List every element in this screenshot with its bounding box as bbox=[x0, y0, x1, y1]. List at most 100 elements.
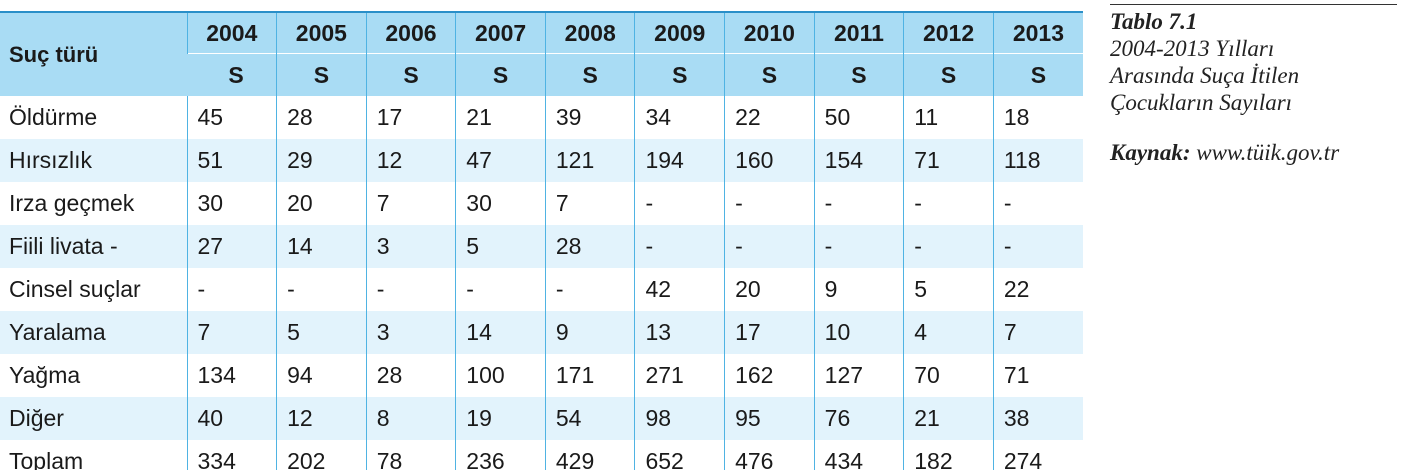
cell: - bbox=[813, 225, 904, 268]
cell: 78 bbox=[365, 440, 456, 470]
cell: 171 bbox=[544, 354, 635, 397]
cell: 34 bbox=[634, 96, 725, 139]
cell: 8 bbox=[365, 397, 456, 440]
cell: 28 bbox=[365, 354, 456, 397]
table-row: Yaralama 7 5 3 14 9 13 17 10 4 7 bbox=[0, 311, 1083, 354]
cell: 274 bbox=[992, 440, 1083, 470]
cell: 17 bbox=[724, 311, 815, 354]
cell: 182 bbox=[903, 440, 994, 470]
cell: 76 bbox=[813, 397, 904, 440]
row-label: Yağma bbox=[9, 362, 81, 388]
cell: 11 bbox=[903, 96, 994, 139]
cell: 71 bbox=[903, 139, 994, 182]
caption-title: Tablo 7.1 bbox=[1110, 9, 1198, 34]
cell: 429 bbox=[544, 440, 635, 470]
table-header: Suç türü 2004 2005 2006 2007 2008 2009 2010 2011… bbox=[0, 11, 1083, 96]
cell: - bbox=[276, 268, 367, 311]
cell: 127 bbox=[813, 354, 904, 397]
crime-table: Suç türü 2004 2005 2006 2007 2008 2009 2010 2011… bbox=[0, 11, 1083, 470]
cell: 30 bbox=[455, 182, 546, 225]
table-row: Fiili livata -27 14 3 5 28- - - - - bbox=[0, 225, 1083, 268]
cell: 652 bbox=[634, 440, 725, 470]
year-header: 2007 bbox=[455, 11, 546, 54]
cell: 30 bbox=[186, 182, 277, 225]
sub-header: S bbox=[187, 53, 277, 96]
cell: 334 bbox=[186, 440, 277, 470]
source-url: www.tüik.gov.tr bbox=[1196, 140, 1340, 165]
row-label: Diğer bbox=[0, 397, 187, 440]
cell: 9 bbox=[813, 268, 904, 311]
table-row: Yağma 134 94 28 100 171 271 162 127 70 71 bbox=[0, 354, 1083, 397]
cell: 100 bbox=[455, 354, 546, 397]
cell: 14 bbox=[455, 311, 546, 354]
table-row: Cinsel suçlar - - - - -42 20 9 5 22 bbox=[0, 268, 1083, 311]
cell: 236 bbox=[455, 440, 546, 470]
cell: 28 bbox=[276, 96, 367, 139]
year-header: 2010 bbox=[724, 11, 815, 54]
caption-line: Çocukların Sayıları bbox=[1110, 90, 1293, 115]
cell: 7 bbox=[544, 182, 635, 225]
cell: - bbox=[813, 182, 904, 225]
year-header: 2012 bbox=[903, 11, 994, 54]
cell: 194 bbox=[634, 139, 725, 182]
cell: 10 bbox=[813, 311, 904, 354]
cell: 9 bbox=[544, 311, 635, 354]
cell: 5 bbox=[276, 311, 367, 354]
sub-header: S bbox=[455, 53, 546, 96]
cell: 14 bbox=[276, 225, 367, 268]
header-label: Suç türü bbox=[0, 11, 187, 96]
cell: 13 bbox=[634, 311, 725, 354]
table-row: Diğer 40 12 8 19 54 98 95 76 21 38 bbox=[0, 397, 1083, 440]
cell: 18 bbox=[992, 96, 1083, 139]
cell: 22 bbox=[724, 96, 815, 139]
cell: 202 bbox=[276, 440, 367, 470]
cell: - bbox=[634, 182, 725, 225]
table-body: Öldürme 45 28 17 21 39 34 22 50 11 18 Hırsızlık 51 29… bbox=[0, 96, 1083, 470]
cell: 12 bbox=[276, 397, 367, 440]
table-row: Öldürme 45 28 17 21 39 34 22 50 11 18 bbox=[0, 96, 1083, 139]
cell: - bbox=[186, 268, 277, 311]
cell: - bbox=[724, 182, 815, 225]
year-header: 2004 bbox=[186, 11, 277, 54]
cell: 70 bbox=[903, 354, 994, 397]
cell: 20 bbox=[724, 268, 815, 311]
caption-line: Arasında Suça İtilen bbox=[1110, 63, 1300, 88]
row-label: Hırsızlık bbox=[0, 139, 187, 182]
cell: - bbox=[455, 268, 546, 311]
cell: 54 bbox=[544, 397, 635, 440]
cell: 42 bbox=[634, 268, 725, 311]
sub-header: S bbox=[724, 53, 815, 96]
cell: 271 bbox=[634, 354, 725, 397]
source-label: Kaynak: bbox=[1110, 140, 1191, 165]
cell: 7 bbox=[186, 311, 277, 354]
cell: 160 bbox=[724, 139, 815, 182]
cell: 71 bbox=[992, 354, 1083, 397]
cell: 29 bbox=[276, 139, 367, 182]
cell: 476 bbox=[724, 440, 815, 470]
cell: 7 bbox=[992, 311, 1083, 354]
cell: 134 bbox=[186, 354, 277, 397]
cell: 94 bbox=[276, 354, 367, 397]
cell: 27 bbox=[186, 225, 277, 268]
cell: - bbox=[903, 225, 994, 268]
table-row: Toplam 334 202 78 236 429 652 476 434 182 274 bbox=[0, 440, 1083, 470]
cell: 39 bbox=[544, 96, 635, 139]
cell: 4 bbox=[903, 311, 994, 354]
cell: 45 bbox=[186, 96, 277, 139]
year-header: 2006 bbox=[365, 11, 456, 54]
cell: 21 bbox=[455, 96, 546, 139]
cell: 51 bbox=[186, 139, 277, 182]
sub-header: S bbox=[813, 53, 904, 96]
cell: - bbox=[365, 268, 456, 311]
cell: 98 bbox=[634, 397, 725, 440]
cell: 17 bbox=[365, 96, 456, 139]
cell: 7 bbox=[365, 182, 456, 225]
cell: 154 bbox=[813, 139, 904, 182]
cell: 28 bbox=[544, 225, 635, 268]
cell: - bbox=[992, 182, 1083, 225]
cell: 19 bbox=[455, 397, 546, 440]
sub-header: S bbox=[544, 53, 635, 96]
cell: 21 bbox=[903, 397, 994, 440]
cell: 50 bbox=[813, 96, 904, 139]
